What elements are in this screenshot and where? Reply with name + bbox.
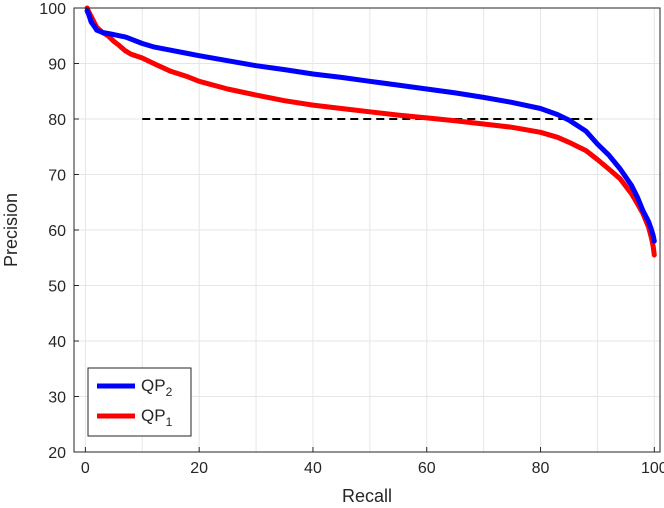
legend-label: QP1 (141, 406, 173, 429)
legend-label: QP2 (141, 376, 173, 399)
legend-box (87, 367, 192, 437)
x-tick-label: 60 (418, 460, 436, 477)
x-tick-label: 100 (641, 460, 664, 477)
series-line-qp1 (84, 5, 657, 258)
y-tick-label: 60 (48, 223, 66, 240)
series-line-qp2 (84, 8, 657, 244)
ticks: 0 20 40 60 80 100 20 30 40 50 60 70 80 90 100 (39, 1, 664, 477)
y-axis-title: Precision (1, 193, 21, 267)
y-tick-label: 20 (48, 445, 66, 462)
x-axis-title: Recall (342, 486, 392, 506)
x-tick-label: 20 (190, 460, 208, 477)
x-tick-label: 80 (532, 460, 550, 477)
y-tick-label: 30 (48, 390, 66, 407)
y-tick-label: 50 (48, 279, 66, 296)
y-tick-label: 80 (48, 112, 66, 129)
y-tick-label: 40 (48, 334, 66, 351)
x-tick-label: 0 (81, 460, 90, 477)
y-tick-label: 90 (48, 57, 66, 74)
y-tick-label: 70 (48, 168, 66, 185)
series-layer (84, 5, 657, 258)
x-tick-label: 40 (304, 460, 322, 477)
y-tick-label: 100 (39, 1, 66, 18)
